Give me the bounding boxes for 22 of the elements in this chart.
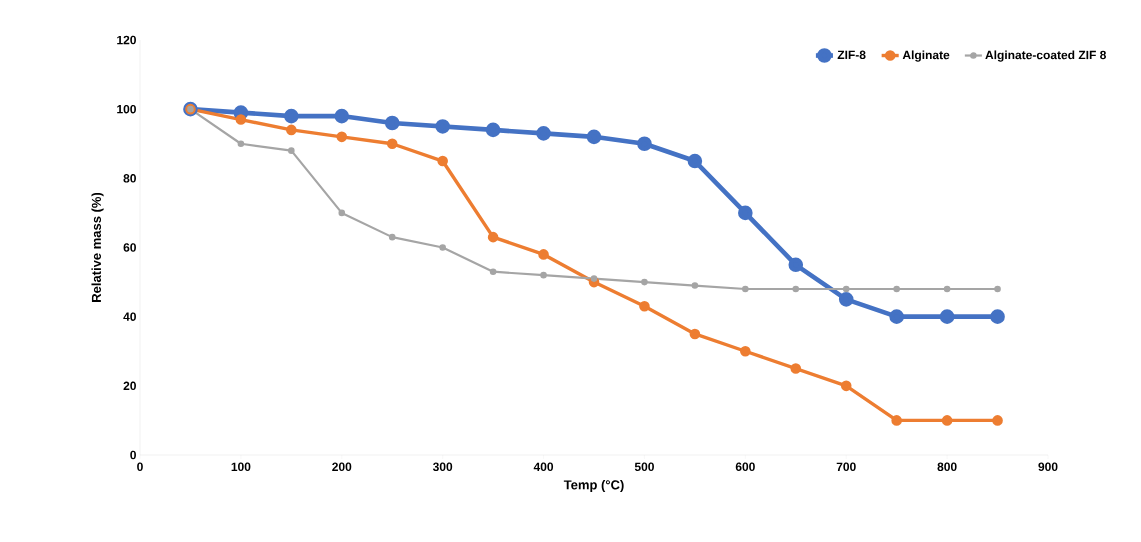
y-axis-title: Relative mass (%) [91,192,104,302]
y-tick-label: 60 [123,243,136,252]
x-tick-label: 100 [231,462,251,472]
x-tick-label: 0 [137,462,143,472]
y-tick-label: 120 [117,35,136,45]
x-tick-label: 400 [533,462,554,472]
x-tick-label: 200 [332,462,352,472]
x-tick-label: 800 [937,462,957,472]
x-axis-title: Temp (°C) [563,479,624,493]
x-tick-label: 300 [432,462,453,472]
legend-label: Alginate-coated ZIF 8 [985,50,1106,62]
y-tick-label: 80 [123,174,136,183]
y-tick-label: 20 [123,381,136,391]
legend-label: Alginate [902,50,950,62]
x-tick-label: 700 [836,462,856,472]
y-tick-label: 0 [130,450,136,460]
x-tick-label: 900 [1038,462,1058,472]
y-tick-label: 100 [117,104,136,114]
x-tick-label: 600 [735,462,755,472]
x-tick-label: 500 [634,462,654,472]
y-tick-label: 40 [123,312,136,321]
legend-label: ZIF-8 [837,50,866,60]
